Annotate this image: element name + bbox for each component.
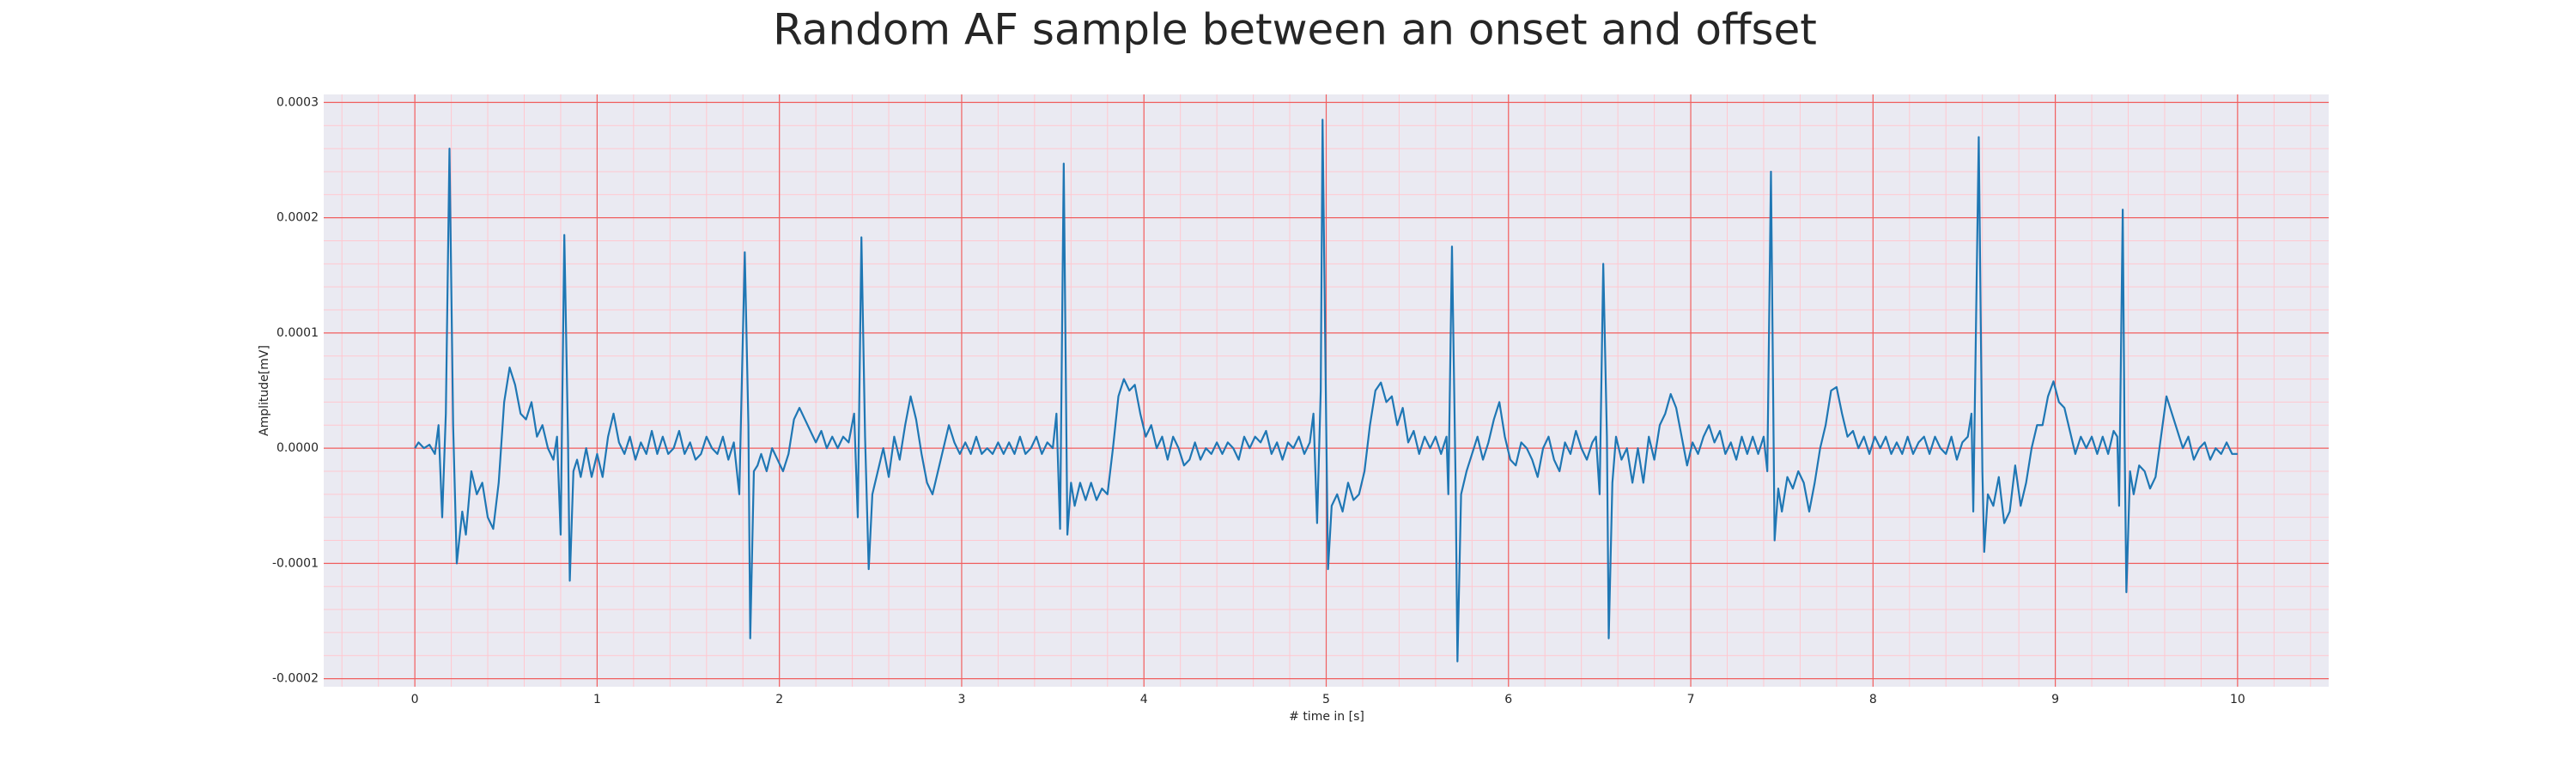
y-tick-label: 0.0000 xyxy=(276,441,319,455)
x-tick-label: 3 xyxy=(957,693,965,706)
y-tick-label: 0.0003 xyxy=(276,95,319,109)
chart-title: Random AF sample between an onset and of… xyxy=(773,5,1817,55)
x-tick-label: 4 xyxy=(1140,693,1148,706)
x-tick-label: 2 xyxy=(775,693,783,706)
y-tick-label: -0.0001 xyxy=(272,556,319,570)
x-tick-label: 9 xyxy=(2051,693,2059,706)
x-tick-label: 6 xyxy=(1504,693,1512,706)
x-tick-label: 8 xyxy=(1869,693,1877,706)
signal-line xyxy=(414,118,2238,663)
y-tick-label: 0.0001 xyxy=(276,326,319,340)
x-tick-label: 10 xyxy=(2230,693,2245,706)
y-tick-label: -0.0002 xyxy=(272,672,319,686)
y-tick-label: 0.0002 xyxy=(276,211,319,225)
x-axis-label: # time in [s] xyxy=(1289,710,1364,724)
x-tick-label: 7 xyxy=(1687,693,1695,706)
x-tick-label: 0 xyxy=(411,693,419,706)
y-axis-label: Amplitude[mV] xyxy=(258,345,271,436)
x-tick-label: 1 xyxy=(593,693,601,706)
x-tick-label: 5 xyxy=(1322,693,1330,706)
